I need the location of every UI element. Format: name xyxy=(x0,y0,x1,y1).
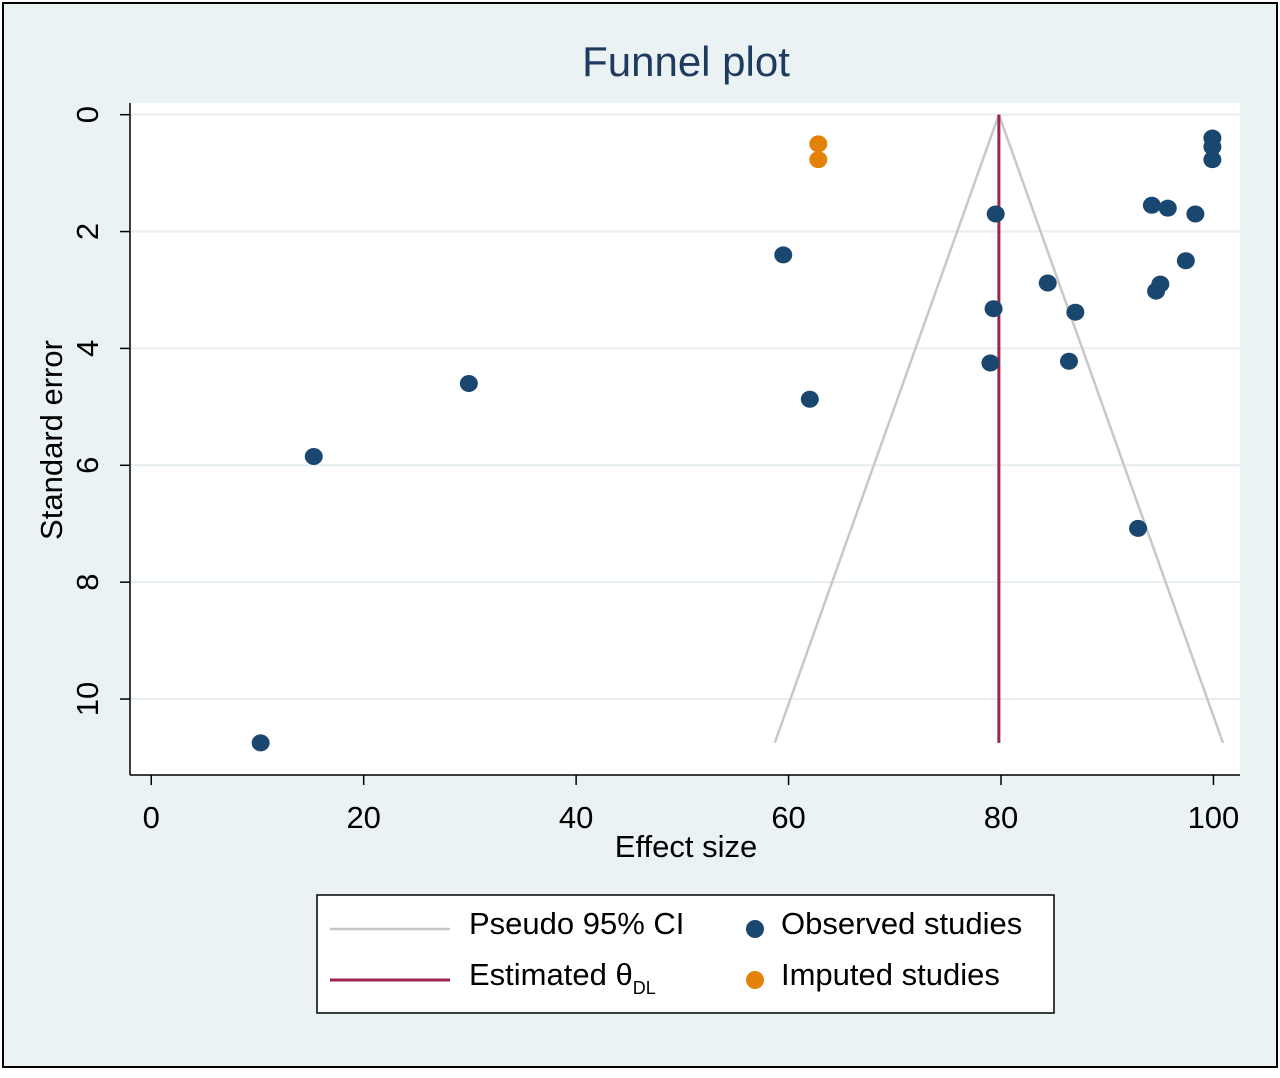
axes: 0 20 40 60 80 100 0 2 4 6 8 10 xyxy=(70,103,1240,835)
x-tick-label: 40 xyxy=(559,800,593,835)
y-tick-label: 10 xyxy=(70,682,105,716)
legend-box xyxy=(316,894,1055,1014)
legend-imputed-label: Imputed studies xyxy=(781,957,1000,992)
y-tick-label: 6 xyxy=(70,457,105,474)
y-tick-label: 4 xyxy=(70,340,105,357)
legend-observed-marker xyxy=(746,920,764,938)
observed-study-point xyxy=(1059,352,1078,370)
observed-study-point xyxy=(1066,303,1085,321)
pseudo-ci-left xyxy=(773,114,1001,744)
y-axis-label: Standard error xyxy=(34,340,69,540)
observed-study-point xyxy=(1203,138,1222,156)
x-tick-label: 80 xyxy=(984,800,1018,835)
plot-area xyxy=(130,103,1240,775)
observed-study-point xyxy=(1203,151,1222,169)
chart-title: Funnel plot xyxy=(582,38,790,85)
x-tick-label: 100 xyxy=(1188,800,1240,835)
legend-ci-label: Pseudo 95% CI xyxy=(469,906,684,941)
gridlines xyxy=(130,113,1240,701)
observed-study-point xyxy=(251,734,270,752)
observed-study-point xyxy=(459,374,478,392)
y-tick-label: 0 xyxy=(70,106,105,123)
legend: Pseudo 95% CI Estimated θDL Observed stu… xyxy=(316,894,1055,1014)
legend-estimate-label: Estimated θDL xyxy=(469,957,656,998)
y-tick-label: 8 xyxy=(70,574,105,591)
observed-study-point xyxy=(1142,196,1161,214)
x-tick-label: 60 xyxy=(771,800,805,835)
observed-study-point xyxy=(1186,205,1205,223)
observed-study-point xyxy=(981,354,1000,372)
observed-study-point xyxy=(1176,252,1195,270)
legend-observed-label: Observed studies xyxy=(781,906,1022,941)
observed-study-point xyxy=(984,300,1003,318)
imputed-study-point xyxy=(809,135,828,153)
observed-study-point xyxy=(304,448,323,466)
observed-study-point xyxy=(800,390,819,408)
observed-study-point xyxy=(1151,275,1170,293)
legend-imputed-marker xyxy=(746,971,764,989)
imputed-study-point xyxy=(809,151,828,169)
pseudo-ci-lines xyxy=(773,114,1225,744)
pseudo-ci-right xyxy=(997,114,1225,744)
observed-study-point xyxy=(1129,519,1148,537)
observed-study-point xyxy=(774,246,793,264)
x-axis-label: Effect size xyxy=(615,829,757,864)
y-tick-label: 2 xyxy=(70,223,105,240)
observed-study-point xyxy=(1158,199,1177,217)
study-points xyxy=(251,129,1222,752)
observed-study-point xyxy=(986,205,1005,223)
x-tick-label: 20 xyxy=(346,800,380,835)
observed-study-point xyxy=(1038,274,1057,292)
x-tick-label: 0 xyxy=(143,800,160,835)
